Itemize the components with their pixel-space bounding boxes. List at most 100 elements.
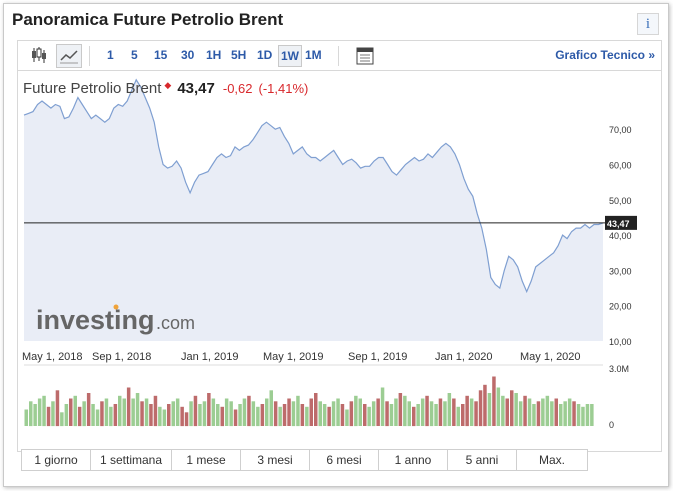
volume-bar	[336, 398, 340, 426]
last-price: 43,47	[177, 80, 215, 97]
volume-bar	[536, 401, 541, 427]
range-6-mesi[interactable]: 6 mesi	[310, 450, 379, 470]
interval-1[interactable]: 1	[107, 48, 114, 62]
volume-bar	[131, 398, 135, 426]
volume-bar	[238, 404, 242, 426]
volume-bar	[452, 398, 456, 426]
price-area	[24, 79, 603, 342]
volume-bar	[189, 401, 193, 427]
volume-bar	[465, 395, 469, 427]
volume-bar	[563, 401, 567, 427]
volume-bar	[514, 393, 518, 426]
volume-bar	[349, 401, 354, 427]
volume-bar	[158, 406, 162, 427]
watermark-suffix: .com	[156, 313, 195, 333]
x-tick-label: May 1, 2020	[520, 351, 581, 363]
range-1-settimana[interactable]: 1 settimana	[91, 450, 172, 470]
info-icon[interactable]: i	[637, 13, 659, 35]
volume-bar	[113, 404, 118, 426]
x-tick-label: May 1, 2019	[263, 351, 324, 363]
price-chart[interactable]: 70,00 60,00 50,00 40,00 30,00 20,00 10,00 43,47…	[18, 71, 661, 451]
volume-bar	[180, 406, 184, 427]
volume-bar	[46, 406, 51, 427]
volume-bar	[461, 404, 465, 426]
range-5-anni[interactable]: 5 anni	[448, 450, 517, 470]
range-3-mesi[interactable]: 3 mesi	[241, 450, 310, 470]
volume-bar	[37, 398, 42, 426]
volume-bar	[167, 404, 171, 426]
volume-bar	[559, 404, 563, 426]
interval-5[interactable]: 5	[131, 48, 138, 62]
volume-bar	[216, 404, 220, 426]
line-chart-icon	[60, 50, 78, 64]
volume-bar	[518, 401, 523, 427]
volume-bar	[447, 393, 452, 426]
volume-bar	[420, 398, 425, 426]
volume-bar	[265, 398, 269, 426]
quote-headline: Future Petrolio Brent ◆ 43,47 -0,62 (-1,41%)	[23, 80, 308, 97]
y-tick-label: 60,00	[609, 161, 632, 171]
volume-tick-label: 0	[609, 420, 614, 430]
y-tick-label: 70,00	[609, 125, 632, 135]
range-max[interactable]: Max.	[538, 453, 565, 467]
volume-bar	[434, 404, 438, 426]
current-price-label: 43,47	[607, 219, 630, 229]
volume-bar	[171, 401, 175, 427]
volume-bar	[118, 395, 122, 427]
volume-bar	[278, 406, 282, 427]
interval-30[interactable]: 30	[181, 48, 195, 62]
volume-bar	[122, 398, 126, 426]
y-tick-label: 40,00	[609, 231, 632, 241]
y-tick-label: 50,00	[609, 196, 632, 206]
instrument-name: Future Petrolio Brent	[23, 80, 162, 97]
volume-bar	[371, 401, 376, 427]
volume-bar	[95, 409, 100, 426]
volume-bar	[581, 406, 585, 427]
volume-bar	[492, 376, 496, 426]
interval-15[interactable]: 15	[154, 48, 168, 62]
volume-bar	[198, 404, 202, 426]
range-1-anno[interactable]: 1 anno	[379, 450, 448, 470]
line-chart-toggle[interactable]	[56, 44, 82, 68]
volume-bar	[162, 409, 167, 426]
interval-5h[interactable]: 5H	[231, 48, 247, 62]
volume-bar	[474, 401, 478, 427]
volume-bar	[496, 387, 501, 426]
volume-bar	[233, 409, 238, 426]
volume-bar	[193, 395, 198, 427]
widget-title: Panoramica Future Petrolio Brent	[12, 10, 284, 29]
volume-bar	[24, 409, 28, 426]
candlestick-icon[interactable]	[29, 45, 49, 65]
volume-bar	[501, 395, 505, 427]
volume-bar	[443, 401, 447, 427]
volume-bar	[224, 398, 229, 426]
volume-bar	[585, 404, 590, 426]
range-1-giorno[interactable]: 1 giorno	[22, 450, 91, 470]
chart-toolbar: 1 5 15 30 1H 5H 1D 1W 1M Grafico Tecnico »	[17, 40, 662, 71]
volume-bar	[416, 404, 420, 426]
interval-1m[interactable]: 1M	[305, 48, 322, 62]
volume-bar	[73, 395, 77, 427]
interval-1w[interactable]: 1W	[278, 45, 302, 67]
volume-bar	[483, 384, 487, 427]
volume-bar	[77, 406, 82, 427]
volume-bar	[126, 387, 131, 426]
volume-bar	[523, 395, 527, 427]
volume-bar	[269, 390, 273, 427]
volume-bar	[100, 401, 104, 427]
technical-chart-link[interactable]: Grafico Tecnico »	[555, 48, 655, 62]
interval-1d[interactable]: 1D	[257, 48, 273, 62]
volume-bar	[576, 404, 581, 426]
range-1-mese[interactable]: 1 mese	[172, 450, 241, 470]
x-tick-label: Jan 1, 2019	[181, 351, 239, 363]
volume-bar	[358, 398, 362, 426]
volume-bar	[527, 398, 532, 426]
volume-bar	[256, 406, 260, 427]
interval-1h[interactable]: 1H	[206, 48, 222, 62]
calendar-icon[interactable]	[355, 46, 375, 66]
volume-bar	[247, 395, 251, 427]
y-tick-label: 10,00	[609, 337, 632, 347]
chart-area: 70,00 60,00 50,00 40,00 30,00 20,00 10,00 43,47…	[17, 70, 662, 452]
volume-bar	[69, 398, 73, 426]
volume-bar	[135, 393, 140, 426]
